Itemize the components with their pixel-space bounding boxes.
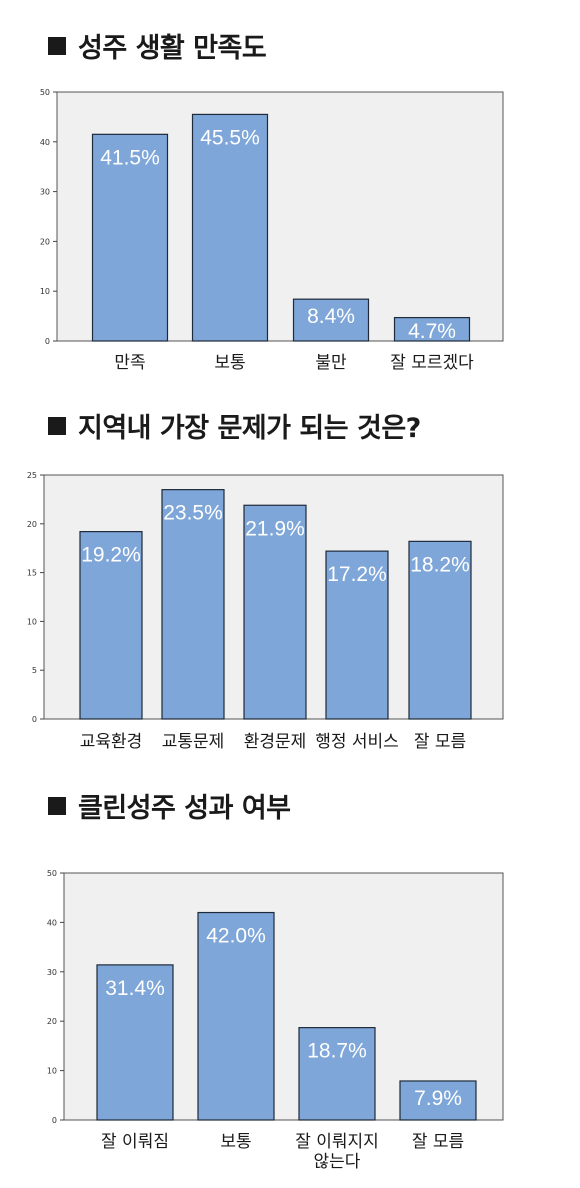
y-tick-label: 25 (27, 471, 37, 480)
y-tick-label: 30 (40, 188, 50, 197)
bar (79, 531, 143, 720)
y-tick-label: 0 (45, 337, 50, 346)
bar-data-label: 23.5% (163, 502, 223, 525)
y-tick-label: 20 (47, 1017, 57, 1026)
y-tick-label: 40 (47, 918, 57, 927)
bar-data-label: 21.9% (245, 517, 305, 540)
bar-data-label: 42.0% (206, 925, 266, 948)
y-tick-label: 0 (32, 715, 37, 724)
y-tick-label: 0 (52, 1116, 57, 1125)
y-tick-label: 10 (27, 617, 37, 626)
x-category-label: 잘 모르겠다 (390, 353, 474, 373)
chart-satisfaction: 0 10 20 30 40 50 41.5% 만족 45.5% 보통 8.4% 불만 4.7% 잘 모르겠… (40, 88, 504, 373)
bar-data-label: 18.7% (307, 1040, 367, 1063)
chart-3-title: 클린성주 성과 여부 (48, 786, 291, 825)
y-tick-label: 40 (40, 138, 50, 147)
bar (298, 1027, 376, 1121)
y-tick-label: 20 (27, 520, 37, 529)
x-category-label: 만족 (114, 353, 145, 373)
bar-data-label: 19.2% (81, 544, 141, 567)
x-category-label: 교육환경 (80, 732, 143, 752)
bar-data-label: 45.5% (200, 126, 260, 149)
bar (243, 504, 307, 720)
x-category-label: 환경문제 (244, 732, 307, 752)
y-tick-label: 5 (32, 666, 37, 675)
chart-2-title: 지역내 가장 문제가 되는 것은? (48, 406, 421, 445)
chart-2-title-text: 지역내 가장 문제가 되는 것은? (78, 413, 421, 444)
bar-data-label: 4.7% (408, 320, 456, 343)
bar-data-label: 31.4% (105, 977, 165, 1000)
bar (292, 298, 370, 342)
bar (325, 550, 389, 720)
x-category-label: 잘 이뤄짐 (101, 1132, 169, 1152)
square-bullet-icon (48, 37, 66, 55)
chart-1-title-text: 성주 생활 만족도 (78, 33, 267, 64)
bar (408, 540, 472, 720)
chart-local-problems: 0 5 10 15 20 25 19.2% 교육환경 23.5% 교통문제 21.9% 환경문제 17.… (27, 471, 504, 752)
bar (96, 964, 174, 1121)
bar (91, 133, 169, 342)
y-tick-label: 15 (27, 569, 37, 578)
x-category-label: 보통 (220, 1132, 251, 1152)
y-tick-label: 50 (40, 88, 50, 97)
y-tick-label: 50 (47, 869, 57, 878)
bar-data-label: 18.2% (410, 553, 470, 576)
x-category-label: 잘 모름 (412, 1132, 464, 1152)
bar (399, 1080, 477, 1121)
x-category-label: 잘 이뤄지지 않는다 (295, 1132, 379, 1172)
bar (393, 316, 471, 342)
bar-data-label: 7.9% (414, 1087, 462, 1110)
chart-1-title: 성주 생활 만족도 (48, 26, 267, 65)
y-tick-label: 20 (40, 237, 50, 246)
bar (191, 113, 269, 342)
bar (197, 911, 275, 1121)
x-category-label: 불만 (315, 353, 347, 373)
chart-3-title-text: 클린성주 성과 여부 (78, 793, 291, 824)
y-tick-label: 10 (47, 1067, 57, 1076)
bar (161, 489, 225, 720)
bar-data-label: 17.2% (327, 563, 387, 586)
bar-data-label: 8.4% (307, 305, 355, 328)
square-bullet-icon (48, 797, 66, 815)
y-tick-label: 10 (40, 287, 50, 296)
x-category-label: 잘 모름 (414, 732, 466, 752)
square-bullet-icon (48, 417, 66, 435)
x-category-label: 교통문제 (162, 732, 225, 752)
bar-data-label: 41.5% (100, 146, 160, 169)
x-category-label: 행정 서비스 (315, 732, 399, 752)
x-category-label: 보통 (214, 353, 245, 373)
y-tick-label: 30 (47, 968, 57, 977)
